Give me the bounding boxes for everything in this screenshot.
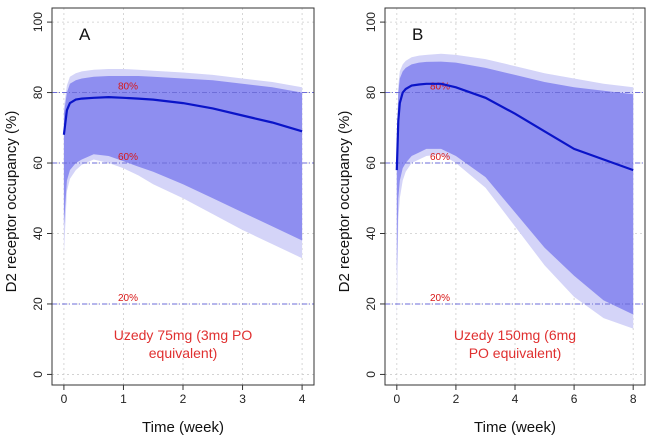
reference-label: 20% (118, 293, 138, 304)
inner-interval-band (63, 76, 303, 241)
caption-line: equivalent) (149, 345, 218, 361)
x-tick-label: 0 (393, 392, 400, 406)
y-axis-title: D2 receptor occupancy (%) (3, 111, 20, 293)
x-tick-label: 4 (512, 392, 519, 406)
y-tick-label: 40 (31, 227, 45, 241)
panel-label: A (79, 25, 91, 44)
y-tick-label: 80 (364, 86, 378, 100)
y-tick-label: 80 (31, 86, 45, 100)
x-tick-label: 2 (180, 392, 187, 406)
y-tick-label: 20 (364, 297, 378, 311)
x-tick-label: 3 (239, 392, 246, 406)
median-line (395, 82, 634, 172)
y-tick-label: 0 (364, 371, 378, 378)
caption-line: PO equivalent) (469, 345, 562, 361)
reference-label: 60% (118, 152, 138, 163)
reference-label: 80% (430, 82, 450, 93)
panel-label: B (412, 25, 423, 44)
inner-interval-band (396, 61, 634, 315)
y-tick-label: 20 (31, 297, 45, 311)
x-axis-title: Time (week) (474, 419, 556, 436)
x-tick-label: 4 (299, 392, 306, 406)
y-axis-title: D2 receptor occupancy (%) (336, 111, 353, 293)
x-tick-label: 8 (630, 392, 637, 406)
x-tick-label: 0 (61, 392, 68, 406)
reference-label: 80% (118, 82, 138, 93)
x-tick-label: 1 (120, 392, 127, 406)
y-tick-label: 60 (31, 156, 45, 170)
y-tick-label: 60 (364, 156, 378, 170)
y-tick-label: 40 (364, 227, 378, 241)
x-axis-title: Time (week) (142, 419, 224, 436)
caption-line: Uzedy 150mg (6mg (454, 327, 576, 343)
median-line (62, 95, 303, 135)
y-tick-label: 100 (364, 12, 378, 32)
y-tick-label: 100 (31, 12, 45, 32)
reference-label: 20% (430, 293, 450, 304)
y-tick-label: 0 (31, 371, 45, 378)
caption-line: Uzedy 75mg (3mg PO (114, 327, 253, 343)
reference-label: 60% (430, 152, 450, 163)
x-tick-label: 2 (453, 392, 460, 406)
x-tick-label: 6 (571, 392, 578, 406)
